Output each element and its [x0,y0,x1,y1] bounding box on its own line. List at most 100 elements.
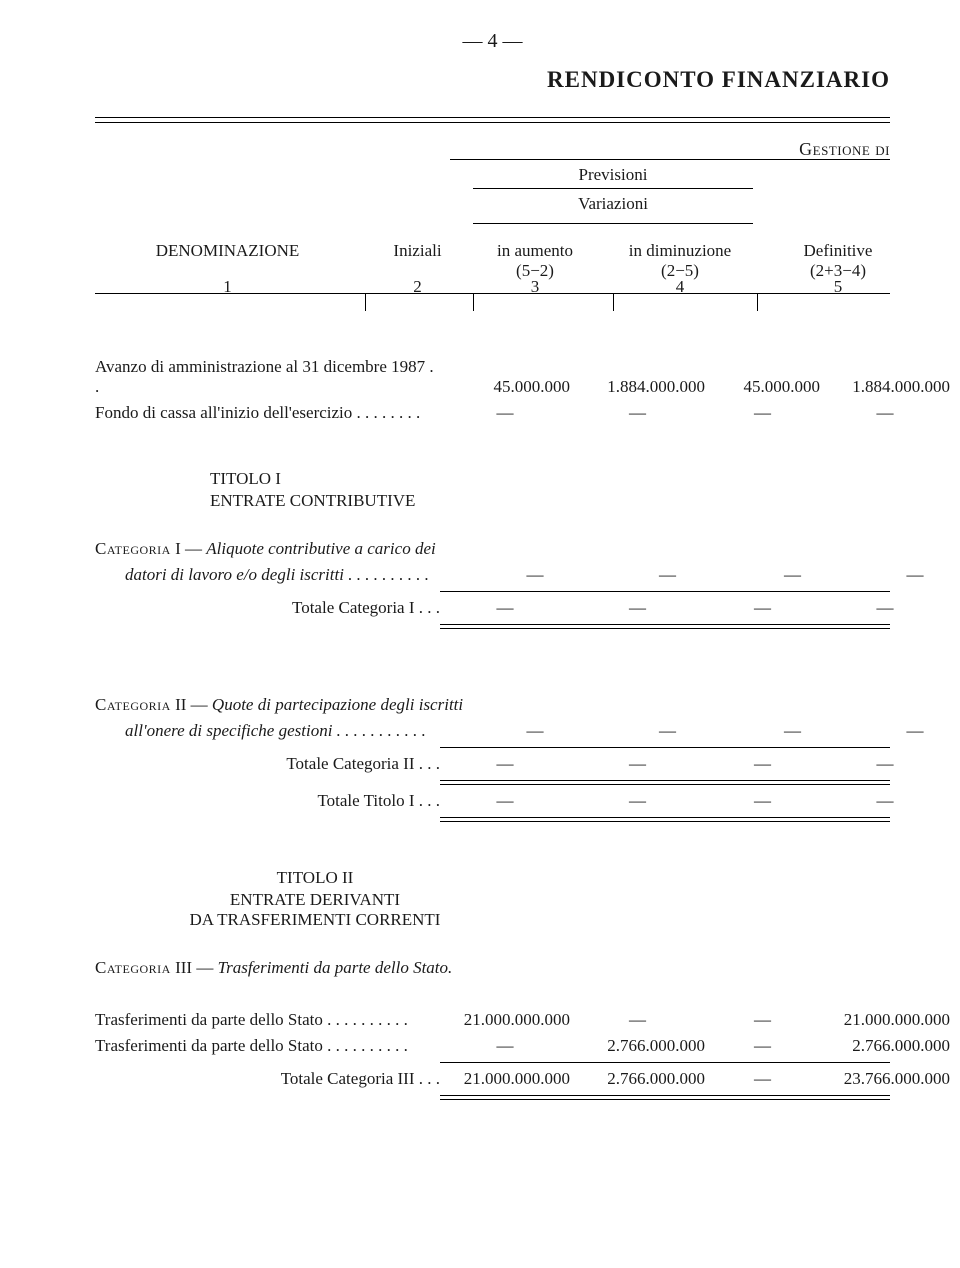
col-iniziali: Iniziali [375,241,460,261]
cat3-num: III — [171,958,218,977]
page-number: — 4 — [95,30,890,53]
previsioni-block: Previsioni Variazioni [473,165,753,214]
table-header: Gestione di Previsioni Variazioni DENOMI… [95,123,890,311]
titolo-1-l2: ENTRATE CONTRIBUTIVE [210,491,430,511]
col-n3: 3 [475,277,595,297]
cat1-total-label: Totale Categoria I . . . [95,598,440,618]
cat1-c2: — [470,565,600,585]
gestione-rule [450,159,890,160]
cat1-prefix: Categoria [95,539,171,558]
cat2-desc2: all'onere di specifiche gestioni . . . .… [95,721,470,741]
cat2-c2: — [470,721,600,741]
titolo-2-l1: TITOLO II [170,868,460,888]
cat1-dblrule [440,624,890,629]
cat1-c4: — [735,565,850,585]
cat3-r2-c3: 2.766.000.000 [570,1036,705,1056]
col-aumento-l1: in aumento [475,241,595,261]
cat1-label: Categoria I — Aliquote contributive a ca… [95,539,890,559]
cat2-rule [440,747,890,748]
cat3-r1-c4: — [705,1010,820,1030]
titolo-2-l3: DA TRASFERIMENTI CORRENTI [170,910,460,930]
cat2t-c4: — [705,754,820,774]
titolo1-total-row: Totale Titolo I . . . — — — — [95,791,890,811]
cat3-prefix: Categoria [95,958,171,977]
fondo-c2: — [440,403,570,423]
col-n1: 1 [95,277,360,297]
page: — 4 — RENDICONTO FINANZIARIO Gestione di… [0,0,960,1268]
fondo-c4: — [705,403,820,423]
col-n2: 2 [375,277,460,297]
header-bottom-rule [95,293,890,294]
cat3-r1-label: Trasferimenti da parte dello Stato . . .… [95,1010,440,1030]
gestione-label: Gestione di [799,139,890,160]
col-dimin-l1: in diminuzione [610,241,750,261]
t1t-c2: — [440,791,570,811]
cat3-r2-c4: — [705,1036,820,1056]
cat3-r2-c5: 2.766.000.000 [820,1036,950,1056]
fondo-c3: — [570,403,705,423]
t1t-c4: — [705,791,820,811]
cat1-c3: — [600,565,735,585]
previsioni-label: Previsioni [473,165,753,185]
cat3-r1-c3: — [570,1010,705,1030]
avanzo-c2: 45.000.000 [440,377,570,397]
titolo-1-l1: TITOLO I [210,469,430,489]
cat3-desc: Trasferimenti da parte dello Stato. [218,958,453,977]
cat3-total-label: Totale Categoria III . . . [95,1069,440,1089]
tick-3 [613,293,614,311]
cat1t-c2: — [440,598,570,618]
cat1-desc2: datori di lavoro e/o degli iscritti . . … [95,565,470,585]
tick-4 [757,293,758,311]
variazioni-label: Variazioni [473,194,753,214]
cat2-c4: — [735,721,850,741]
tick-1 [365,293,366,311]
titolo1-dblrule [440,817,890,822]
cat3-dblrule [440,1095,890,1100]
cat1t-c4: — [705,598,820,618]
cat3t-c3: 2.766.000.000 [570,1069,705,1089]
cat2-row: all'onere di specifiche gestioni . . . .… [95,721,890,741]
avanzo-c3: 1.884.000.000 [570,377,705,397]
cat2-c3: — [600,721,735,741]
cat3-row1: Trasferimenti da parte dello Stato . . .… [95,1010,890,1030]
col-diminuzione: in diminuzione (2−5) [610,241,750,281]
col-n5: 5 [783,277,893,297]
variazioni-rule [473,223,753,224]
avanzo-c4: 45.000.000 [705,377,820,397]
col-n4: 4 [610,277,750,297]
cat3-total-row: Totale Categoria III . . . 21.000.000.00… [95,1069,890,1089]
titolo-1-heading: TITOLO I ENTRATE CONTRIBUTIVE [210,469,430,511]
cat2-c5: — [850,721,960,741]
cat1-num: I — [171,539,206,558]
col-def-l1: Definitive [783,241,893,261]
cat3-r2-c2: — [440,1036,570,1056]
cat2-desc1: Quote di partecipazione degli iscritti [212,695,463,714]
cat3-row2: Trasferimenti da parte dello Stato . . .… [95,1036,890,1056]
titolo1-total-label: Totale Titolo I . . . [95,791,440,811]
cat2-total-row: Totale Categoria II . . . — — — — [95,754,890,774]
cat1t-c3: — [570,598,705,618]
cat1-desc1: Aliquote contributive a carico dei [206,539,435,558]
titolo-2-l2: ENTRATE DERIVANTI [170,890,460,910]
cat3t-c2: 21.000.000.000 [440,1069,570,1089]
titolo-2-heading: TITOLO II ENTRATE DERIVANTI DA TRASFERIM… [170,868,460,930]
cat2-label: Categoria II — Quote di partecipazione d… [95,695,890,715]
cat1-total-row: Totale Categoria I . . . — — — — [95,598,890,618]
cat3-r2-label: Trasferimenti da parte dello Stato . . .… [95,1036,440,1056]
cat3-r1-c5: 21.000.000.000 [820,1010,950,1030]
cat3t-c4: — [705,1069,820,1089]
avanzo-c5: 1.884.000.000 [820,377,950,397]
cat3t-c5: 23.766.000.000 [820,1069,950,1089]
cat2-num: II — [171,695,212,714]
cat2-dblrule [440,780,890,785]
cat2t-c5: — [820,754,950,774]
t1t-c3: — [570,791,705,811]
cat2-total-label: Totale Categoria II . . . [95,754,440,774]
document-title: RENDICONTO FINANZIARIO [95,67,890,93]
cat1-rule [440,591,890,592]
tick-2 [473,293,474,311]
cat1-c5: — [850,565,960,585]
cat2t-c2: — [440,754,570,774]
col-definitive: Definitive (2+3−4) [783,241,893,281]
cat1t-c5: — [820,598,950,618]
